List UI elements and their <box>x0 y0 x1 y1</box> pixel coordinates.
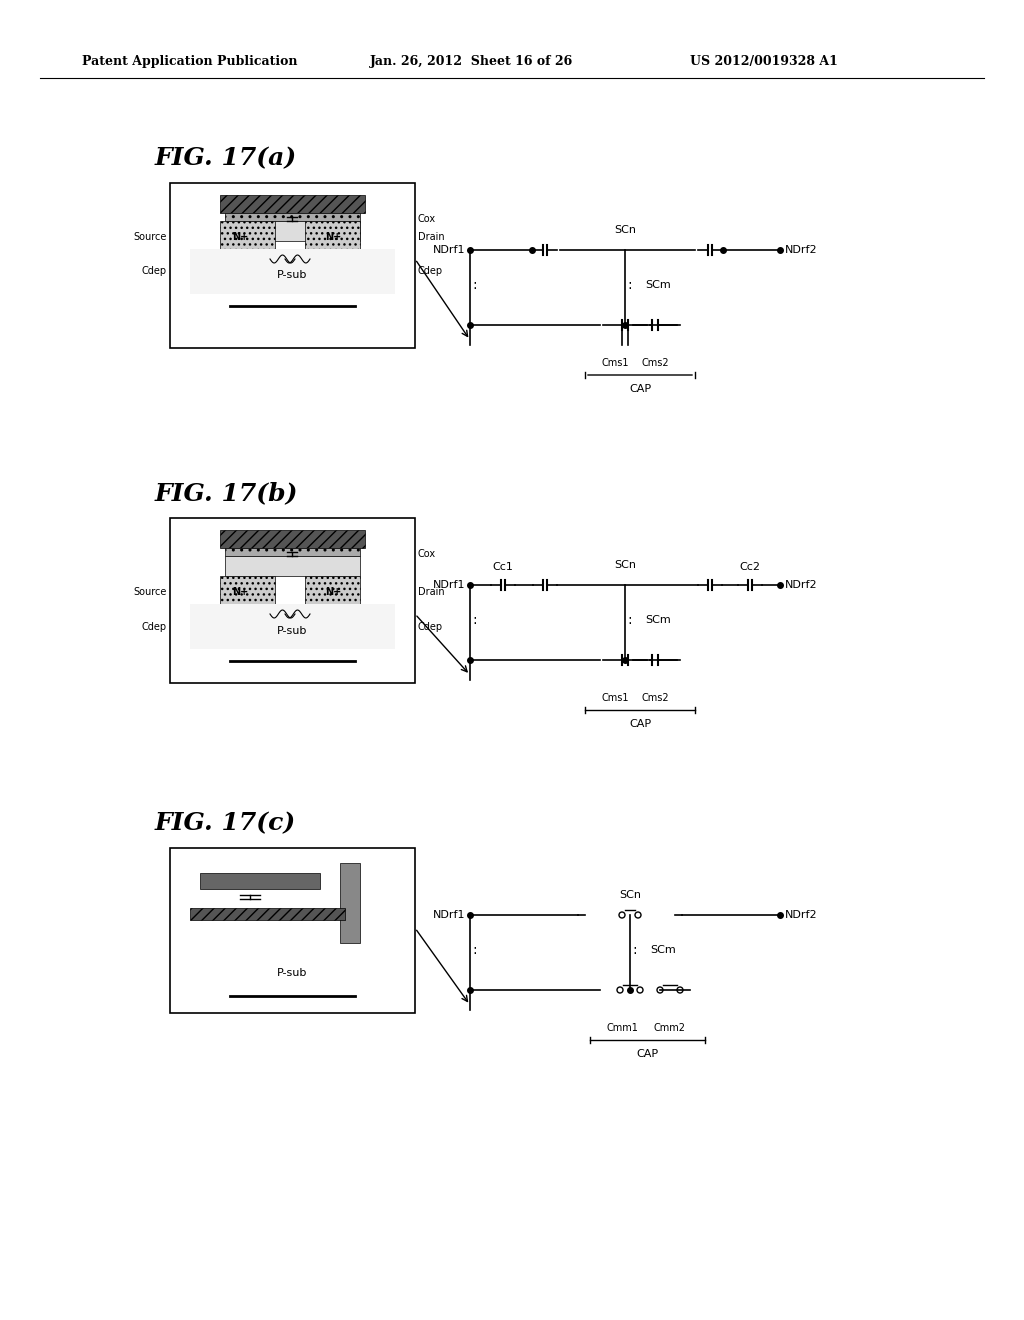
Bar <box>200 873 319 888</box>
Text: P-sub: P-sub <box>276 626 307 635</box>
Bar <box>220 220 275 249</box>
Text: FIG. 17(c): FIG. 17(c) <box>155 810 296 836</box>
Text: N+: N+ <box>231 587 248 597</box>
Text: SCm: SCm <box>645 615 671 624</box>
Text: Cms2: Cms2 <box>641 358 669 368</box>
Bar <box>225 556 360 576</box>
Text: SCn: SCn <box>614 224 636 235</box>
Text: N+: N+ <box>231 232 248 242</box>
Bar <box>170 847 415 1012</box>
Text: Source: Source <box>133 587 167 597</box>
Text: Cox: Cox <box>418 214 436 224</box>
Text: Cms1: Cms1 <box>601 693 629 704</box>
Bar <box>340 863 360 942</box>
Bar <box>190 908 345 920</box>
Text: :: : <box>473 612 477 627</box>
Text: NDrf2: NDrf2 <box>785 909 817 920</box>
Text: :: : <box>628 279 632 292</box>
Text: N+: N+ <box>325 232 341 242</box>
Text: SCm: SCm <box>650 945 676 954</box>
Text: Cc2: Cc2 <box>739 562 761 572</box>
Bar <box>190 249 395 294</box>
Text: SCn: SCn <box>614 560 636 570</box>
Bar <box>305 576 360 605</box>
Text: Cmm1: Cmm1 <box>606 1023 638 1034</box>
Text: P-sub: P-sub <box>276 968 307 978</box>
Text: Cmm2: Cmm2 <box>654 1023 686 1034</box>
Text: SCm: SCm <box>645 280 671 290</box>
Text: Cdep: Cdep <box>142 622 167 631</box>
Text: Cdep: Cdep <box>418 267 443 276</box>
Text: P-sub: P-sub <box>276 271 307 281</box>
Text: NDrf1: NDrf1 <box>432 246 465 255</box>
Text: NDrf2: NDrf2 <box>785 579 817 590</box>
Text: Cdep: Cdep <box>142 267 167 276</box>
Text: US 2012/0019328 A1: US 2012/0019328 A1 <box>690 55 838 69</box>
Text: NDrf1: NDrf1 <box>432 909 465 920</box>
Text: :: : <box>633 942 637 957</box>
Text: Drain: Drain <box>418 587 444 597</box>
Text: FIG. 17(b): FIG. 17(b) <box>155 480 299 506</box>
Text: CAP: CAP <box>629 719 651 729</box>
Text: NDrf1: NDrf1 <box>432 579 465 590</box>
Text: :: : <box>473 279 477 292</box>
Text: :: : <box>473 942 477 957</box>
Bar <box>225 548 360 556</box>
Text: Cox: Cox <box>418 549 436 558</box>
Bar <box>170 183 415 348</box>
Text: SCn: SCn <box>618 890 641 900</box>
Text: CAP: CAP <box>629 384 651 393</box>
Text: :: : <box>628 612 632 627</box>
Bar <box>305 220 360 249</box>
Text: Source: Source <box>133 232 167 242</box>
Bar <box>225 220 360 242</box>
Bar <box>220 576 275 605</box>
Text: N+: N+ <box>325 587 341 597</box>
Bar <box>190 605 395 649</box>
Text: Cms2: Cms2 <box>641 693 669 704</box>
Text: FIG. 17(a): FIG. 17(a) <box>155 147 297 170</box>
Text: Patent Application Publication: Patent Application Publication <box>82 55 298 69</box>
Text: Cc1: Cc1 <box>493 562 513 572</box>
Bar <box>170 517 415 682</box>
Text: Drain: Drain <box>418 232 444 242</box>
Bar <box>220 531 365 548</box>
Bar <box>225 213 360 220</box>
Text: Jan. 26, 2012  Sheet 16 of 26: Jan. 26, 2012 Sheet 16 of 26 <box>370 55 573 69</box>
Text: NDrf2: NDrf2 <box>785 246 817 255</box>
Text: CAP: CAP <box>637 1049 658 1059</box>
Text: Cdep: Cdep <box>418 622 443 631</box>
Bar <box>220 195 365 213</box>
Text: Cms1: Cms1 <box>601 358 629 368</box>
